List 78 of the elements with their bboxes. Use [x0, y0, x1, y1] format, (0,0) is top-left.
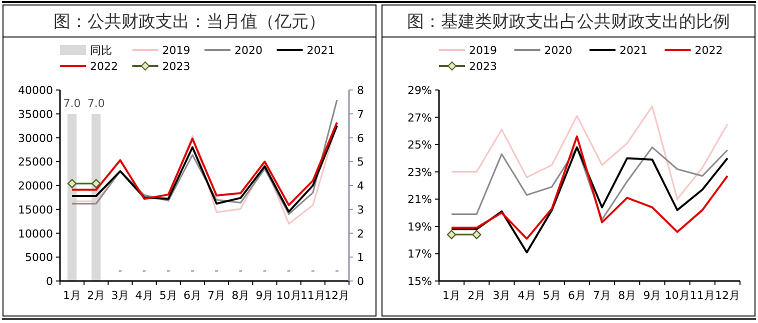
x-tick-label: 12月 — [714, 289, 740, 302]
y-tick-label: 25% — [408, 138, 432, 152]
x-tick-label: 5月 — [159, 289, 178, 302]
line-series — [450, 135, 728, 240]
y-tick-label: 29% — [408, 84, 432, 97]
x-tick-label: 7月 — [593, 289, 612, 302]
x-tick-label: 9月 — [643, 289, 662, 302]
x-tick-label: 7月 — [208, 289, 226, 302]
y2-tick-label: 1 — [357, 251, 364, 264]
y-tick-label: 19% — [408, 220, 432, 234]
line-series — [450, 106, 728, 200]
x-tick-label: 3月 — [492, 289, 511, 302]
legend-label: 2023 — [162, 60, 190, 73]
y-tick-label: 15000 — [18, 203, 53, 216]
data-label: - — [118, 264, 122, 277]
line-series — [450, 146, 728, 220]
y2-tick-label: 7 — [357, 108, 364, 121]
x-tick-label: 2月 — [468, 289, 486, 302]
data-label: - — [166, 264, 170, 277]
legend-label: 2022 — [694, 44, 723, 57]
y-tick-label: 35000 — [18, 108, 53, 121]
x-tick-label: 11月 — [300, 289, 326, 302]
x-tick-label: 1月 — [63, 289, 82, 302]
x-tick-label: 8月 — [618, 289, 636, 302]
y-tick-label: 25000 — [18, 156, 53, 169]
data-label: - — [262, 264, 267, 277]
x-tick-label: 6月 — [568, 289, 586, 302]
legend-label: 2020 — [544, 44, 572, 57]
data-label: 7.0 — [63, 96, 81, 110]
legend-label: 2021 — [620, 44, 648, 57]
y2-tick-label: 2 — [357, 227, 364, 240]
legend-label: 2021 — [306, 44, 335, 57]
legend-label: 同比 — [90, 44, 112, 57]
y-tick-label: 30000 — [18, 132, 53, 145]
y2-tick-label: 5 — [357, 156, 364, 169]
data-label: - — [142, 264, 146, 277]
chart-title: 图：公共财政支出：当月值（亿元） — [54, 12, 326, 32]
y-tick-label: 23% — [408, 166, 432, 179]
legend-label: 2023 — [469, 60, 497, 73]
x-tick-label: 9月 — [256, 289, 274, 302]
x-tick-label: 2月 — [87, 289, 106, 302]
x-tick-label: 4月 — [135, 289, 154, 302]
legend-label: 2020 — [234, 44, 262, 57]
data-label: - — [286, 264, 291, 277]
x-tick-label: 10月 — [664, 289, 690, 302]
data-label: - — [190, 264, 194, 277]
x-tick-label: 8月 — [232, 289, 250, 302]
x-tick-label: 6月 — [183, 289, 202, 302]
data-label: - — [238, 264, 243, 277]
data-label: - — [310, 264, 315, 277]
x-tick-label: 3月 — [111, 289, 130, 302]
x-tick-label: 12月 — [324, 289, 350, 302]
data-label: - — [214, 264, 219, 277]
y-tick-label: 17% — [408, 248, 432, 261]
x-tick-label: 5月 — [542, 289, 561, 302]
y-tick-label: 15% — [408, 275, 432, 288]
chart-title: 图：基建类财政支出占公共财政支出的比例 — [407, 12, 730, 32]
y2-tick-label: 3 — [357, 203, 364, 216]
y2-tick-label: 0 — [357, 275, 364, 288]
y2-tick-label: 8 — [357, 84, 364, 97]
legend-label: 2019 — [162, 44, 190, 57]
legend-label: 2022 — [90, 60, 118, 73]
x-tick-label: 11月 — [690, 289, 715, 302]
x-tick-label: 4月 — [518, 289, 536, 302]
legend-label: 2019 — [469, 44, 497, 57]
y-tick-label: 20000 — [18, 180, 53, 192]
y-tick-label: 21% — [408, 193, 432, 206]
y-tick-label: 10000 — [18, 227, 53, 240]
y-tick-label: 27% — [408, 111, 432, 124]
y2-tick-label: 6 — [357, 132, 364, 145]
data-label: 7.0 — [87, 96, 105, 110]
x-tick-label: 1月 — [442, 289, 461, 302]
y2-tick-label: 4 — [357, 180, 364, 192]
y-tick-label: 0 — [46, 275, 53, 288]
y-tick-label: 5000 — [25, 251, 53, 264]
x-tick-label: 10月 — [276, 289, 302, 302]
data-label: - — [334, 264, 339, 277]
y-tick-label: 40000 — [18, 84, 53, 97]
